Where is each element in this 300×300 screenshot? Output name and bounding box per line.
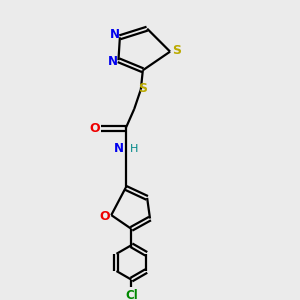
Text: O: O bbox=[99, 210, 110, 223]
Text: S: S bbox=[138, 82, 147, 95]
Text: N: N bbox=[108, 55, 118, 68]
Text: O: O bbox=[90, 122, 100, 135]
Text: N: N bbox=[114, 142, 124, 155]
Text: Cl: Cl bbox=[125, 289, 138, 300]
Text: H: H bbox=[130, 144, 138, 154]
Text: N: N bbox=[110, 28, 120, 41]
Text: S: S bbox=[172, 44, 181, 57]
